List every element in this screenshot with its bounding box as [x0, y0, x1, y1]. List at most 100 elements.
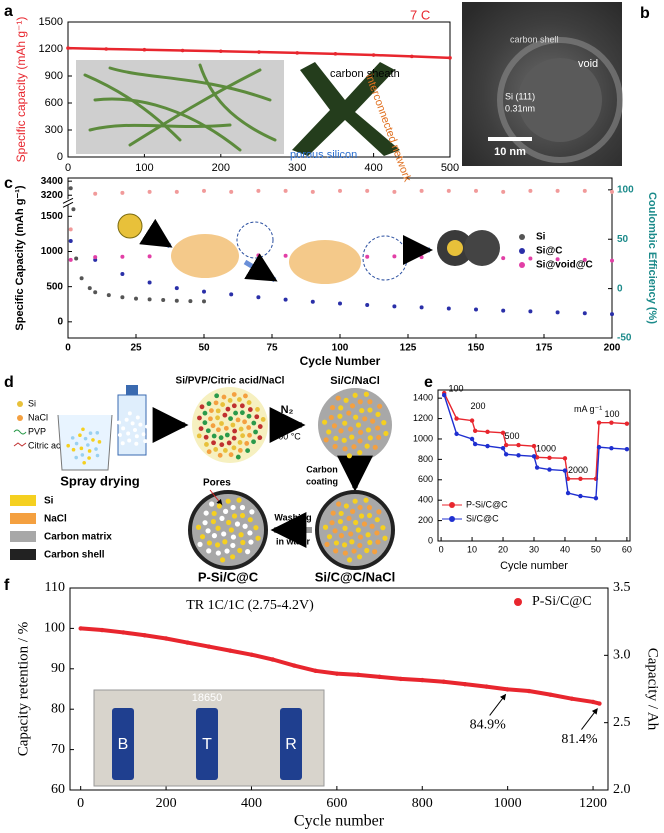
data-point [582, 188, 587, 193]
y-tick-label: 3200 [41, 190, 64, 201]
data-point [472, 441, 478, 447]
step-label: in water [276, 536, 311, 546]
dot [380, 525, 386, 531]
dot [219, 421, 224, 426]
dot [332, 528, 338, 534]
data-point [484, 684, 489, 689]
data-point [147, 297, 152, 302]
dot [217, 452, 223, 458]
dot [367, 539, 373, 546]
data-point [548, 692, 553, 697]
data-point [68, 227, 73, 232]
dot [238, 532, 244, 538]
x-tick-label: 200 [212, 162, 230, 174]
data-point [531, 454, 537, 459]
dot [231, 392, 237, 397]
data-point [410, 54, 414, 59]
dot [337, 413, 343, 419]
dot [237, 547, 243, 554]
data-point [229, 189, 234, 194]
dot [326, 534, 333, 540]
dot [231, 435, 237, 441]
inset-c [117, 213, 500, 284]
dot [220, 402, 226, 407]
dot [338, 510, 344, 517]
dot [366, 512, 373, 519]
dot [324, 541, 330, 547]
dot [381, 420, 387, 426]
data-point [74, 256, 79, 261]
x-tick-label: 10 [467, 544, 477, 554]
data-point [174, 189, 179, 194]
data-point [257, 50, 261, 54]
dot [367, 407, 373, 413]
dot [230, 504, 236, 511]
rate-label: 200 [470, 401, 485, 411]
x-tick-label: 125 [400, 343, 417, 354]
dot [357, 504, 363, 511]
dot [349, 508, 356, 514]
dot [206, 401, 212, 407]
axis-break [64, 199, 72, 206]
y-tick-label: 400 [418, 495, 433, 505]
y2-tick-label: -50 [617, 333, 632, 344]
dot [382, 535, 388, 541]
data-point [419, 188, 424, 193]
data-point [66, 46, 70, 50]
dot [209, 501, 215, 507]
dot [237, 397, 242, 402]
dot [255, 407, 260, 412]
y-tick-label: 80 [51, 701, 65, 716]
dot [95, 430, 100, 435]
dot [333, 548, 339, 554]
y-tick-label: 200 [418, 515, 433, 525]
data-point [462, 681, 468, 687]
dot [74, 441, 79, 446]
dot [235, 417, 241, 423]
data-point [188, 299, 193, 304]
data-point [106, 293, 111, 298]
dot [213, 447, 219, 452]
dot [203, 434, 209, 440]
dot [243, 393, 248, 399]
step-label: N₂ [281, 404, 294, 416]
dot [323, 437, 329, 443]
legend-label: Si [536, 232, 546, 243]
data-point [547, 467, 552, 472]
dot [228, 527, 234, 533]
dot [346, 453, 353, 459]
arrow [209, 489, 223, 506]
data-point [500, 430, 506, 436]
arrow [243, 253, 278, 283]
dot [357, 399, 363, 405]
dot [254, 414, 260, 420]
dot [257, 424, 263, 429]
dot [355, 527, 361, 533]
legend-label: Si/C@C [466, 513, 499, 523]
data-point [469, 418, 475, 423]
rate-label: 100 [604, 409, 619, 419]
dot [331, 423, 338, 429]
dot [198, 426, 204, 432]
data-point [283, 188, 288, 193]
data-point [185, 640, 190, 645]
x-tick-label: 60 [622, 544, 632, 554]
dot [216, 427, 221, 433]
dot [121, 426, 126, 431]
data-point [555, 257, 560, 262]
data-point [365, 302, 370, 307]
dot [335, 395, 341, 401]
x-tick-label: 300 [288, 162, 306, 174]
inset-f: 18650 B T R [93, 689, 325, 787]
dot [202, 410, 208, 416]
data-point [485, 429, 490, 435]
tem-label: Si (111) [505, 91, 535, 101]
panel-letter: a [4, 3, 13, 20]
dot [338, 428, 344, 434]
step-label: Si/C@C/NaCl [315, 569, 396, 584]
dot [214, 393, 220, 399]
dot [219, 515, 225, 522]
x-tick-label: 175 [536, 343, 553, 354]
dot [206, 548, 212, 554]
dot [205, 528, 211, 534]
